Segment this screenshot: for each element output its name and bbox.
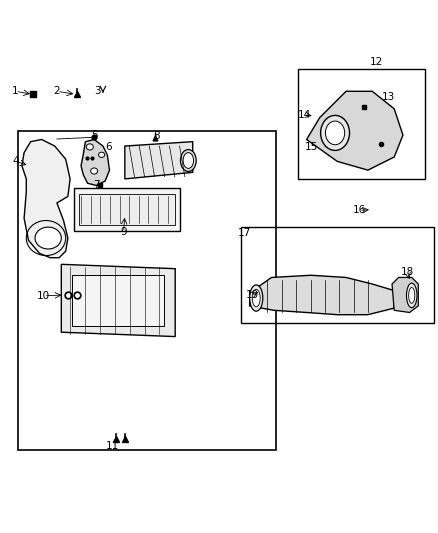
Text: 2: 2 — [53, 86, 60, 96]
Ellipse shape — [409, 287, 415, 303]
Text: 1: 1 — [12, 86, 19, 96]
Text: 19: 19 — [246, 290, 259, 300]
Ellipse shape — [99, 152, 105, 157]
Polygon shape — [81, 140, 110, 185]
Text: 13: 13 — [381, 92, 395, 102]
Ellipse shape — [321, 115, 350, 150]
Bar — [72, 275, 164, 326]
Text: 17: 17 — [237, 228, 251, 238]
Ellipse shape — [325, 121, 345, 145]
Text: 8: 8 — [153, 131, 160, 141]
Ellipse shape — [183, 152, 194, 168]
Polygon shape — [125, 142, 193, 179]
Text: 4: 4 — [12, 156, 19, 166]
Text: 18: 18 — [401, 267, 414, 277]
Ellipse shape — [180, 150, 196, 172]
Text: 6: 6 — [105, 142, 112, 152]
Ellipse shape — [86, 144, 93, 150]
Text: 7: 7 — [93, 181, 100, 190]
Text: 10: 10 — [37, 291, 50, 301]
Polygon shape — [250, 275, 394, 314]
Ellipse shape — [35, 227, 61, 249]
Bar — [241, 227, 434, 324]
Polygon shape — [392, 278, 418, 312]
Ellipse shape — [91, 168, 98, 174]
Text: 15: 15 — [305, 142, 318, 152]
Text: 12: 12 — [370, 57, 383, 67]
Polygon shape — [22, 140, 70, 258]
Bar — [298, 69, 425, 179]
Bar — [79, 194, 175, 225]
Text: 14: 14 — [297, 109, 311, 119]
Polygon shape — [61, 264, 175, 336]
Ellipse shape — [406, 283, 417, 308]
Text: 16: 16 — [353, 205, 366, 215]
Text: 3: 3 — [94, 86, 101, 96]
Ellipse shape — [252, 289, 260, 307]
Bar — [74, 188, 180, 231]
Text: 5: 5 — [91, 130, 98, 140]
Text: 11: 11 — [106, 441, 119, 451]
Ellipse shape — [250, 285, 263, 311]
Polygon shape — [307, 91, 403, 170]
Bar — [18, 131, 276, 450]
Text: 9: 9 — [120, 228, 127, 237]
